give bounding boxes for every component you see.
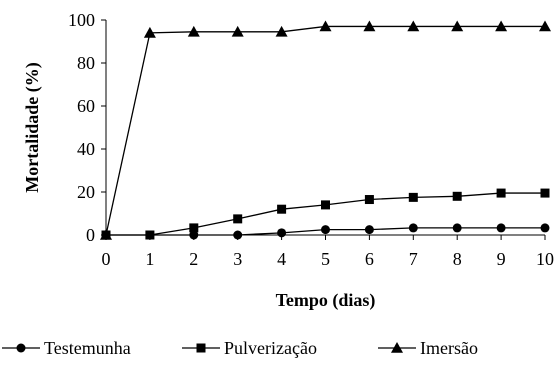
data-point [277, 204, 287, 214]
y-tick-label: 100 [68, 10, 95, 30]
data-point [321, 200, 330, 210]
data-point [364, 225, 374, 235]
x-tick-label: 3 [233, 249, 242, 269]
data-point [496, 188, 506, 198]
data-point [233, 230, 243, 240]
series-imersao [100, 20, 551, 240]
x-tick-label: 7 [409, 249, 418, 269]
x-tick-label: 0 [102, 249, 111, 269]
data-point [275, 25, 288, 37]
x-tick-label: 1 [145, 249, 154, 269]
x-axis-title: Tempo (dias) [276, 290, 376, 311]
data-point [143, 26, 156, 38]
legend: Testemunha Pulverização Imersão [2, 338, 478, 358]
legend-item-pulverizacao: Pulverização [182, 338, 317, 358]
y-tick-label: 20 [77, 182, 95, 202]
data-point [452, 191, 462, 201]
data-point [145, 230, 155, 240]
data-point [496, 223, 506, 233]
data-point [319, 20, 332, 32]
legend-label: Imersão [420, 338, 478, 358]
data-point [495, 20, 508, 32]
data-point [539, 20, 551, 32]
legend-item-testemunha: Testemunha [2, 338, 131, 358]
data-point [321, 225, 330, 235]
x-tick-label: 10 [536, 249, 554, 269]
data-point [540, 188, 550, 198]
data-point [451, 20, 464, 32]
data-point [540, 223, 550, 233]
data-point [231, 25, 244, 37]
data-point [408, 192, 418, 202]
y-tick-label: 40 [77, 139, 95, 159]
y-axis: 0 20 40 60 80 100 [68, 10, 107, 245]
x-tick-label: 9 [497, 249, 506, 269]
x-ticks: 0 1 2 3 4 5 6 7 8 9 10 [102, 235, 554, 269]
data-point [364, 195, 374, 205]
x-tick-label: 5 [321, 249, 330, 269]
data-point [233, 214, 243, 224]
data-point [189, 223, 199, 233]
data-point [363, 20, 376, 32]
x-tick-label: 4 [277, 249, 286, 269]
legend-label: Testemunha [44, 338, 131, 358]
legend-marker [16, 343, 26, 353]
data-point [100, 229, 112, 240]
legend-marker [391, 342, 403, 353]
legend-item-imersao: Imersão [378, 338, 478, 358]
data-point [187, 25, 200, 37]
data-point [189, 230, 199, 240]
data-point [277, 228, 287, 238]
legend-marker [196, 343, 206, 353]
y-tick-label: 80 [77, 53, 95, 73]
x-tick-label: 8 [453, 249, 462, 269]
data-point [407, 20, 420, 32]
data-point [408, 223, 418, 233]
legend-label: Pulverização [224, 338, 317, 358]
x-tick-label: 2 [189, 249, 198, 269]
x-axis: 0 1 2 3 4 5 6 7 8 9 10 [102, 234, 554, 269]
y-ticks: 0 20 40 60 80 100 [68, 10, 106, 245]
y-tick-label: 0 [86, 225, 95, 245]
y-axis-title: Mortalidade (%) [22, 62, 43, 192]
series-layer [100, 20, 551, 240]
x-tick-label: 6 [365, 249, 374, 269]
y-tick-label: 60 [77, 96, 95, 116]
data-point [452, 223, 462, 233]
